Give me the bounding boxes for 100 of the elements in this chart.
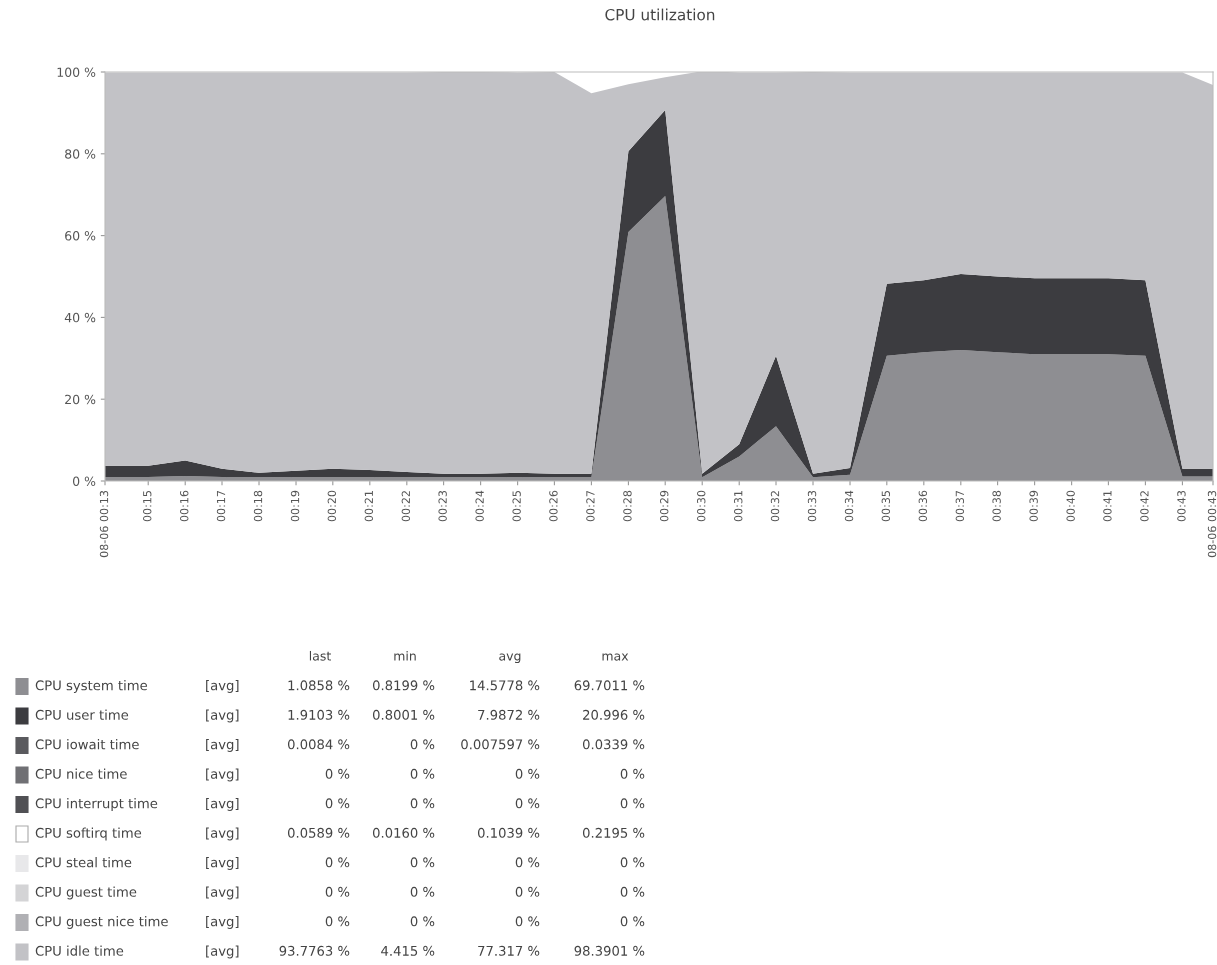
text: 0 % [325,798,350,809]
x-tick-label: 00:41 [1103,491,1112,522]
text: [avg] [206,945,239,959]
legend-label: CPU iowait time [35,739,139,750]
x-tick-label: 00:32 [770,491,780,522]
y-tick-label: 40 % [64,312,96,323]
text: 0 % [515,916,540,927]
legend-label: CPU steal time [35,857,132,868]
text: 0.8199 % [372,680,435,691]
text: 0 % [515,798,540,809]
text: [avg] [206,916,239,929]
y-tick-label: 20 % [65,394,96,405]
text: 1.9103 % [288,709,350,720]
x-tick-label: 00:33 [807,490,817,522]
legend-label: CPU guest nice time [35,916,168,929]
text: 77.317 % [478,945,540,956]
text: 0 % [620,886,645,897]
x-tick-label: 00:18 [253,490,263,522]
text: [avg] [206,798,239,811]
x-tick-label: 00:24 [475,490,484,522]
text: 0 % [620,768,645,779]
text: [avg] [206,827,239,841]
text: 0.1039 % [477,827,540,838]
x-tick-label: 00:38 [992,490,1001,522]
x-tick-label: 00:22 [401,491,411,522]
x-tick-label: 00:19 [290,490,300,522]
x-tick-label: 00:28 [623,490,632,522]
text: [avg] [206,857,239,870]
legend-label: CPU user time [35,709,129,720]
text: 0 % [620,916,645,927]
x-tick-label: 00:30 [697,490,706,522]
text: [avg] [206,768,239,782]
x-tick-label: 00:23 [438,490,447,522]
text: 0.8001 % [372,709,435,720]
text: 69.7011 % [574,680,645,691]
x-tick-label: 00:31 [734,491,743,522]
x-tick-label: 00:26 [549,490,558,522]
text: 0 % [410,857,435,868]
x-tick-label: 00:40 [1066,490,1075,522]
x-tick-label: 00:34 [844,490,854,522]
x-tick-label: 00:43 [1177,490,1186,522]
text: last [309,650,331,661]
text: 0 % [515,768,540,779]
text: avg [499,653,521,664]
text: 98.3901 % [574,945,645,956]
text: 0 % [325,857,350,868]
text: 0 % [515,886,540,897]
y-tick-label: 100 % [57,67,96,77]
text: min [394,650,416,661]
x-tick-label: 00:35 [881,491,891,522]
text: 14.5778 % [470,680,540,691]
text: 7.9872 % [478,709,540,720]
text: 0 % [410,798,435,809]
text: 1.0858 % [288,680,350,691]
x-tick-label: 08-06 00:43 [1207,490,1217,558]
y-tick-label: 0 % [72,476,96,486]
x-tick-label: 00:20 [327,490,337,522]
text: [avg] [206,739,239,752]
x-tick-label: 00:15 [143,491,152,522]
legend-label: CPU idle time [35,945,124,956]
legend-label: CPU nice time [35,768,127,779]
text: 0 % [620,798,645,809]
text: 93.7763 % [279,945,350,956]
text: 0.0160 % [372,827,435,838]
x-tick-label: 00:21 [364,491,374,522]
text: [avg] [206,709,239,723]
text: 0 % [325,886,350,897]
x-tick-label: 00:42 [1140,491,1149,522]
text: [avg] [206,680,239,693]
legend-label: CPU interrupt time [35,798,158,811]
x-tick-label: 00:25 [512,491,521,522]
chart-title: CPU utilization [605,8,715,21]
x-tick-label: 00:39 [1029,490,1038,522]
x-tick-label: 00:17 [216,490,226,522]
text: 0.0084 % [287,739,350,750]
x-tick-label: 00:27 [586,490,595,522]
x-tick-label: 00:37 [955,490,965,522]
text: 0.2195 % [582,827,645,838]
text: 0 % [410,886,435,897]
text: max [602,653,629,661]
y-tick-label: 80 % [65,149,96,159]
x-tick-label: 00:36 [918,490,928,522]
text: 0.0589 % [287,827,350,838]
text: 0 % [410,739,435,750]
legend-label: CPU system time [35,680,148,693]
text: 0 % [325,768,350,779]
text: 0.0339 % [582,739,645,750]
legend-label: CPU softirq time [35,827,142,841]
text: 0 % [325,916,350,927]
text: 4.415 % [381,945,435,956]
text: 20.996 % [583,709,645,720]
y-tick-label: 60 % [65,231,96,241]
text: 0 % [515,857,540,868]
x-tick-label: 08-06 00:13 [99,490,109,558]
text: 0 % [620,857,645,868]
text: 0 % [410,768,435,779]
text: 0 % [410,916,435,927]
x-tick-label: 00:29 [660,490,669,522]
legend-label: CPU guest time [35,886,137,900]
x-tick-label: 00:16 [180,490,189,522]
